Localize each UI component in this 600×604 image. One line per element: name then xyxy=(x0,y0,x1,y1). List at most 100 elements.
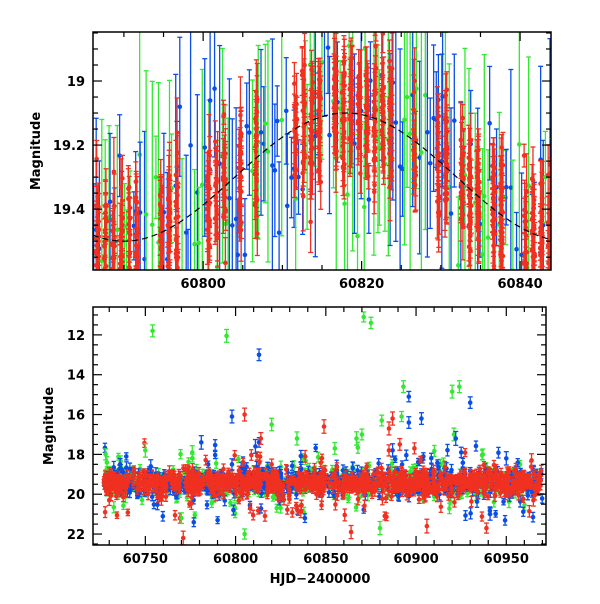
marker xyxy=(222,112,227,117)
marker xyxy=(302,150,307,155)
marker xyxy=(175,130,180,135)
green-point xyxy=(144,71,149,358)
marker xyxy=(215,231,220,236)
marker xyxy=(317,81,322,86)
top-panel-data xyxy=(91,0,554,424)
marker xyxy=(524,210,529,215)
red-point xyxy=(95,271,100,299)
marker xyxy=(127,281,132,286)
marker xyxy=(491,230,496,235)
marker xyxy=(275,119,280,124)
marker xyxy=(372,131,377,136)
marker xyxy=(168,284,173,289)
red-point xyxy=(373,0,378,35)
marker xyxy=(531,178,536,183)
marker xyxy=(124,282,129,287)
marker xyxy=(94,157,99,162)
blue-point xyxy=(535,283,540,404)
marker xyxy=(322,0,327,2)
marker xyxy=(373,44,378,49)
marker xyxy=(202,145,207,150)
marker xyxy=(167,279,172,284)
marker xyxy=(127,185,132,190)
marker xyxy=(108,199,113,204)
marker xyxy=(412,79,417,84)
marker xyxy=(167,273,172,278)
marker xyxy=(111,244,116,249)
red-point xyxy=(94,140,99,177)
blue-point xyxy=(227,79,232,318)
marker xyxy=(445,144,450,149)
marker xyxy=(456,263,461,268)
marker xyxy=(188,143,193,148)
red-point xyxy=(127,176,132,197)
marker xyxy=(167,270,172,275)
marker xyxy=(223,261,228,266)
marker xyxy=(540,181,545,186)
marker xyxy=(524,233,529,238)
marker xyxy=(486,235,491,240)
marker xyxy=(223,151,228,156)
marker xyxy=(159,301,164,306)
marker xyxy=(103,203,108,208)
marker xyxy=(176,255,181,260)
green-point xyxy=(419,1,424,303)
marker xyxy=(196,241,201,246)
marker xyxy=(159,291,164,296)
marker xyxy=(362,205,367,210)
marker xyxy=(500,189,505,194)
marker xyxy=(428,161,433,166)
marker xyxy=(212,86,217,91)
red-point xyxy=(127,271,132,291)
marker xyxy=(341,135,346,140)
red-point xyxy=(302,0,307,17)
marker xyxy=(160,286,165,291)
blue-point xyxy=(398,49,403,284)
marker xyxy=(467,213,472,218)
blue-point xyxy=(289,137,294,217)
marker xyxy=(350,100,355,105)
marker xyxy=(394,120,399,125)
marker xyxy=(389,155,394,160)
marker xyxy=(365,88,370,93)
marker xyxy=(244,124,249,129)
marker xyxy=(538,294,543,299)
marker xyxy=(91,279,96,284)
marker xyxy=(263,121,268,126)
marker xyxy=(237,198,242,203)
marker xyxy=(284,109,289,114)
marker xyxy=(350,138,355,143)
marker xyxy=(112,285,117,290)
marker xyxy=(259,130,264,135)
marker xyxy=(254,89,259,94)
red-point xyxy=(133,282,138,346)
marker xyxy=(411,153,416,158)
marker xyxy=(167,200,172,205)
green-point xyxy=(265,41,270,262)
blue-point xyxy=(452,54,457,187)
red-point xyxy=(380,15,385,53)
marker xyxy=(546,280,551,285)
marker xyxy=(476,184,481,189)
marker xyxy=(176,151,181,156)
marker xyxy=(535,341,540,346)
marker xyxy=(95,282,100,287)
marker xyxy=(482,194,487,199)
marker xyxy=(419,150,424,155)
marker xyxy=(437,212,442,217)
blue-point xyxy=(244,83,249,169)
marker xyxy=(270,163,275,168)
marker xyxy=(466,155,471,160)
blue-point xyxy=(514,212,519,285)
marker xyxy=(300,69,305,74)
marker xyxy=(119,185,124,190)
marker xyxy=(459,138,464,143)
marker xyxy=(436,114,441,119)
marker xyxy=(213,216,218,221)
marker xyxy=(326,45,331,50)
marker xyxy=(355,234,360,239)
marker xyxy=(487,121,492,126)
green-point xyxy=(482,55,487,338)
marker xyxy=(150,223,155,228)
marker xyxy=(273,168,278,173)
